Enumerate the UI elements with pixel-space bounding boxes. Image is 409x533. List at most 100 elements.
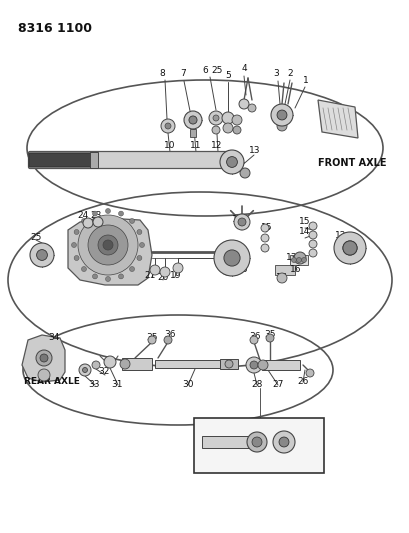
Text: 31: 31 <box>111 381 122 390</box>
Bar <box>202 436 256 448</box>
Text: 27: 27 <box>272 381 283 390</box>
Text: 22: 22 <box>106 240 117 249</box>
Text: 13: 13 <box>249 146 260 155</box>
Bar <box>193 418 323 473</box>
Circle shape <box>272 431 294 453</box>
Polygon shape <box>68 218 152 285</box>
Text: 32: 32 <box>98 367 110 376</box>
Text: 25: 25 <box>211 66 222 75</box>
Circle shape <box>305 369 313 377</box>
Bar <box>90 152 98 168</box>
Text: 25: 25 <box>30 232 42 241</box>
Polygon shape <box>317 100 357 138</box>
FancyBboxPatch shape <box>29 153 93 167</box>
Text: 15: 15 <box>299 217 310 227</box>
Circle shape <box>234 214 249 230</box>
Text: 2: 2 <box>286 69 292 77</box>
Circle shape <box>184 111 202 129</box>
Text: 3: 3 <box>272 69 278 77</box>
Circle shape <box>105 208 110 214</box>
Text: 33: 33 <box>88 381 99 390</box>
Text: 11: 11 <box>190 141 201 149</box>
Text: 19: 19 <box>170 271 181 279</box>
Circle shape <box>211 126 220 134</box>
Circle shape <box>83 218 93 228</box>
Circle shape <box>104 356 116 368</box>
Text: 24: 24 <box>77 211 88 220</box>
Bar <box>274 265 294 275</box>
Circle shape <box>74 230 79 235</box>
Circle shape <box>148 336 155 344</box>
Circle shape <box>222 123 232 133</box>
Text: 37: 37 <box>244 427 255 437</box>
Text: 7: 7 <box>180 69 185 77</box>
Circle shape <box>88 225 128 265</box>
Text: 6: 6 <box>202 66 207 75</box>
Circle shape <box>164 123 171 129</box>
Circle shape <box>333 232 365 264</box>
Circle shape <box>129 219 134 223</box>
Circle shape <box>118 211 123 216</box>
Polygon shape <box>22 335 65 382</box>
Circle shape <box>293 252 305 264</box>
Circle shape <box>92 274 97 279</box>
Circle shape <box>74 255 79 261</box>
Bar <box>261 360 299 370</box>
Circle shape <box>92 211 97 216</box>
Circle shape <box>105 277 110 281</box>
Circle shape <box>252 437 261 447</box>
Circle shape <box>239 168 249 178</box>
Text: 21: 21 <box>144 271 155 279</box>
Text: 16: 16 <box>237 265 248 274</box>
Circle shape <box>164 336 172 344</box>
Circle shape <box>220 150 243 174</box>
Circle shape <box>270 104 292 126</box>
Circle shape <box>221 112 234 124</box>
Circle shape <box>40 354 48 362</box>
Text: 15: 15 <box>261 222 272 231</box>
Circle shape <box>261 234 268 242</box>
Circle shape <box>342 241 356 255</box>
Circle shape <box>30 243 54 267</box>
Text: 36: 36 <box>164 330 175 340</box>
Circle shape <box>160 267 170 277</box>
Text: 14: 14 <box>299 228 310 237</box>
Circle shape <box>342 241 356 255</box>
Bar <box>189 129 196 137</box>
Text: 30: 30 <box>182 381 193 390</box>
Circle shape <box>232 126 240 134</box>
Circle shape <box>213 240 249 276</box>
Circle shape <box>238 99 248 109</box>
Circle shape <box>137 255 142 261</box>
Bar <box>122 358 152 370</box>
Circle shape <box>120 359 130 369</box>
Circle shape <box>246 432 266 452</box>
Text: 35: 35 <box>146 334 157 343</box>
Circle shape <box>213 115 218 121</box>
Circle shape <box>150 265 160 275</box>
Text: REAR AXLE: REAR AXLE <box>24 377 80 386</box>
Bar <box>220 359 237 369</box>
Text: 28: 28 <box>251 381 262 390</box>
Bar <box>155 360 220 368</box>
Circle shape <box>308 249 316 257</box>
Circle shape <box>118 274 123 279</box>
Circle shape <box>223 250 240 266</box>
Circle shape <box>82 367 87 373</box>
Circle shape <box>249 361 257 369</box>
Circle shape <box>93 217 103 227</box>
Circle shape <box>103 240 113 250</box>
Circle shape <box>71 243 76 247</box>
Circle shape <box>230 262 243 274</box>
Circle shape <box>261 244 268 252</box>
Circle shape <box>257 360 267 370</box>
Circle shape <box>81 266 86 271</box>
Circle shape <box>249 336 257 344</box>
Text: 35: 35 <box>264 330 275 340</box>
FancyBboxPatch shape <box>29 151 231 168</box>
Text: 10: 10 <box>164 141 175 149</box>
Circle shape <box>129 266 134 271</box>
Circle shape <box>247 104 255 112</box>
Circle shape <box>226 157 237 167</box>
Text: 26: 26 <box>297 377 308 386</box>
